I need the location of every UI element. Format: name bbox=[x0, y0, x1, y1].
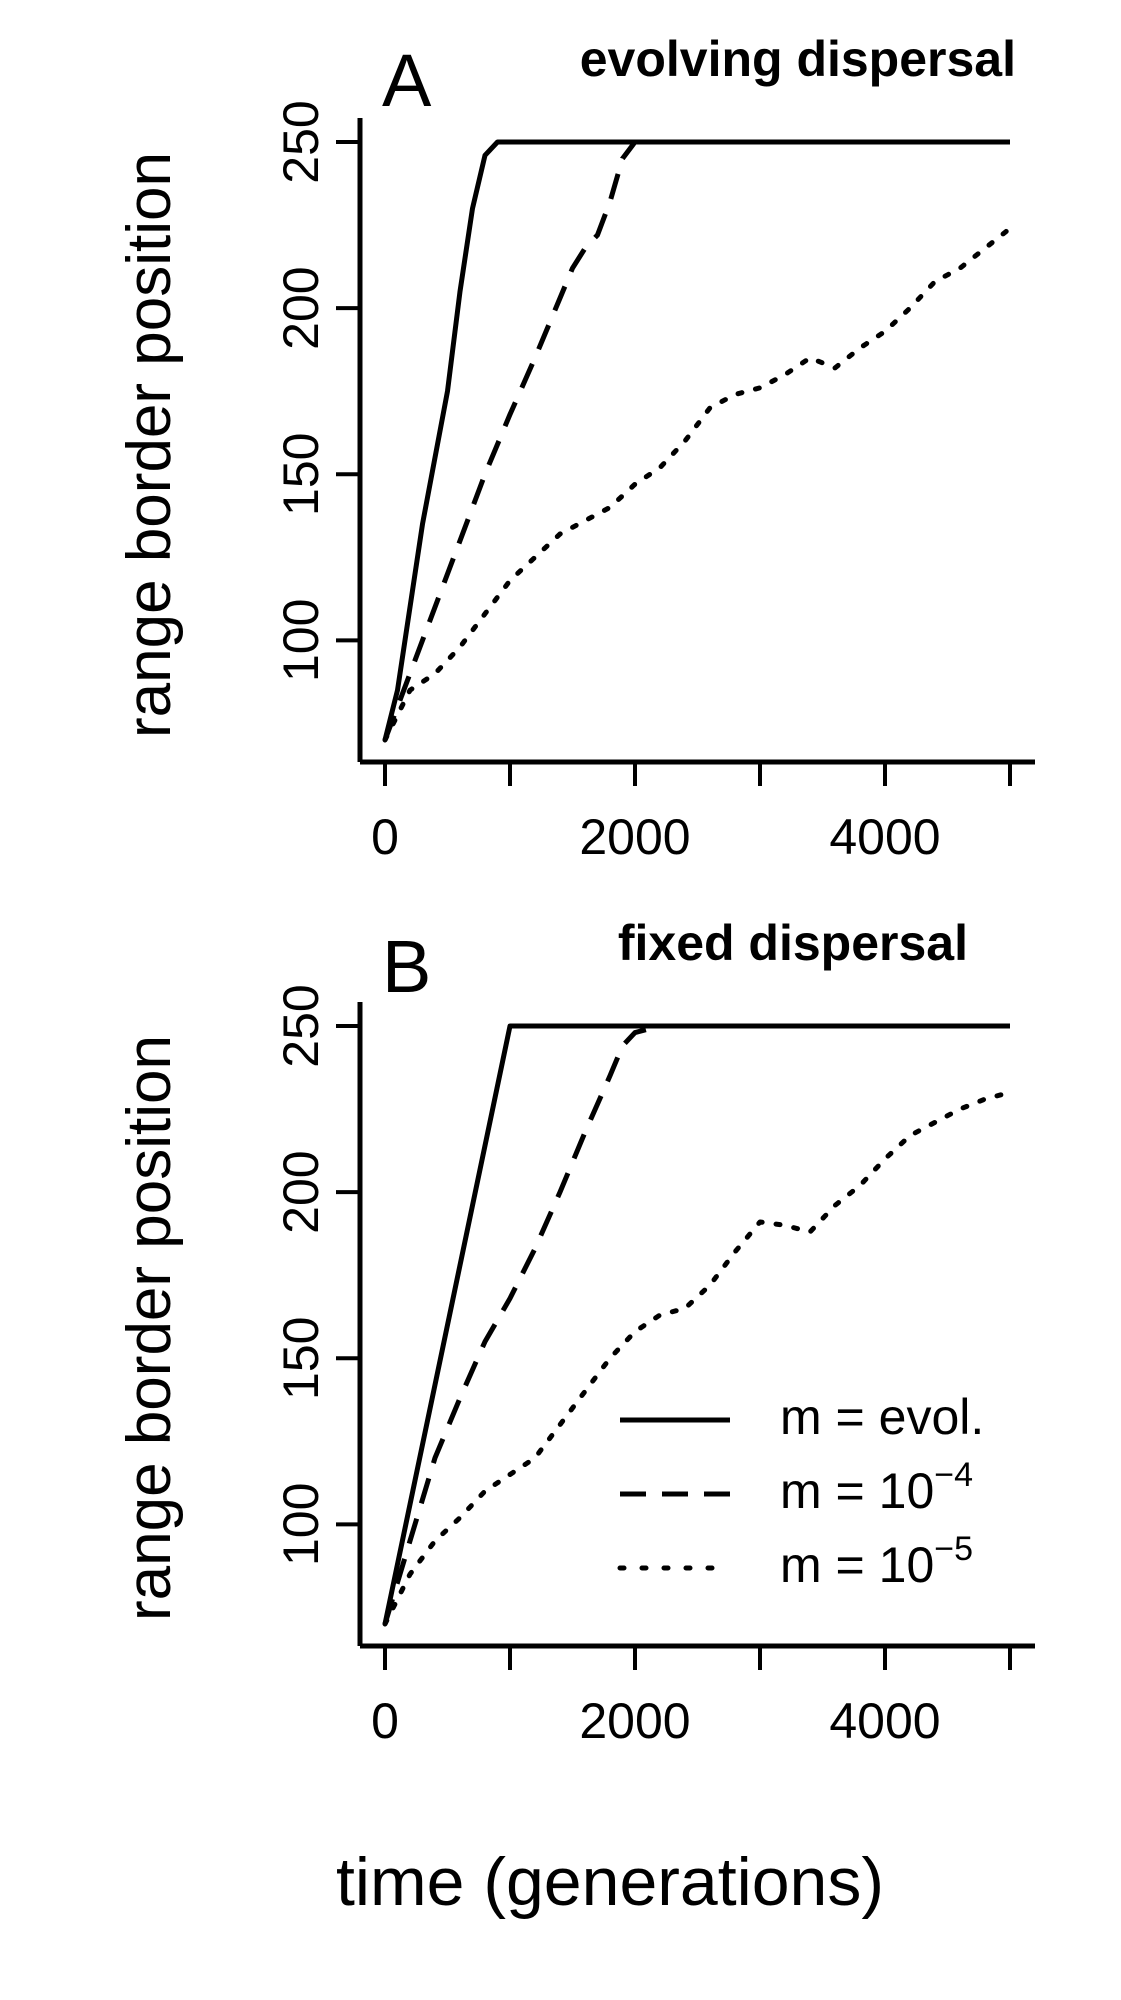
panel-a-x-tick-label: 4000 bbox=[829, 809, 940, 865]
panel-b-title: fixed dispersal bbox=[618, 915, 968, 971]
panel-a-x-tick-label: 2000 bbox=[579, 809, 690, 865]
panel-b-series-solid bbox=[382, 1023, 1010, 1625]
panel-b-series-dotted bbox=[382, 1089, 1013, 1627]
panel-a-y-axis-label: range border position bbox=[115, 152, 184, 738]
legend-label-solid: m = evol. bbox=[780, 1389, 984, 1445]
panel-a-y-tick-label: 150 bbox=[273, 433, 329, 516]
legend-label-dashed: m = 10−4 bbox=[780, 1456, 973, 1519]
panel-a-series-dotted bbox=[382, 225, 1013, 743]
panel-a-series-solid bbox=[382, 139, 1010, 741]
panel-a-label: A bbox=[382, 39, 432, 122]
panel-a-y-tick-label: 250 bbox=[273, 100, 329, 183]
panel-a-y-tick-label: 100 bbox=[273, 599, 329, 682]
panel-a-title: evolving dispersal bbox=[580, 31, 1016, 87]
panel-a-y-tick-label: 200 bbox=[273, 266, 329, 349]
panel-a: A evolving dispersal range border positi… bbox=[115, 31, 1035, 865]
panel-b-y-tick-label: 250 bbox=[273, 984, 329, 1067]
legend-label-dotted: m = 10−5 bbox=[780, 1530, 973, 1593]
panel-b-label: B bbox=[382, 925, 431, 1008]
panel-b-y-axis-label: range border position bbox=[115, 1035, 184, 1621]
x-axis-label: time (generations) bbox=[336, 1844, 884, 1920]
panel-b-axes: 100 150 200 250 0 2000 4000 bbox=[273, 984, 1035, 1749]
panel-b: B fixed dispersal range border position … bbox=[115, 915, 1035, 1749]
panel-b-x-tick-label: 0 bbox=[371, 1693, 399, 1749]
panel-a-axes: 100 150 200 250 0 2000 4000 bbox=[273, 100, 1035, 865]
panel-b-x-tick-label: 2000 bbox=[579, 1693, 690, 1749]
legend-exponent-dashed: −4 bbox=[934, 1456, 973, 1494]
panel-a-x-tick-label: 0 bbox=[371, 809, 399, 865]
panel-b-x-tick-label: 4000 bbox=[829, 1693, 940, 1749]
panel-b-series-dashed bbox=[382, 1023, 1010, 1625]
legend-exponent-dotted: −5 bbox=[934, 1530, 973, 1568]
panel-b-y-tick-label: 150 bbox=[273, 1317, 329, 1400]
panel-b-series bbox=[382, 1023, 1013, 1627]
legend: m = evol. m = 10−4 m = 10−5 bbox=[617, 1389, 984, 1593]
panel-a-series-dashed bbox=[382, 139, 1010, 741]
panel-b-y-tick-label: 200 bbox=[273, 1150, 329, 1233]
panel-b-y-tick-label: 100 bbox=[273, 1483, 329, 1566]
panel-a-series bbox=[382, 139, 1013, 743]
